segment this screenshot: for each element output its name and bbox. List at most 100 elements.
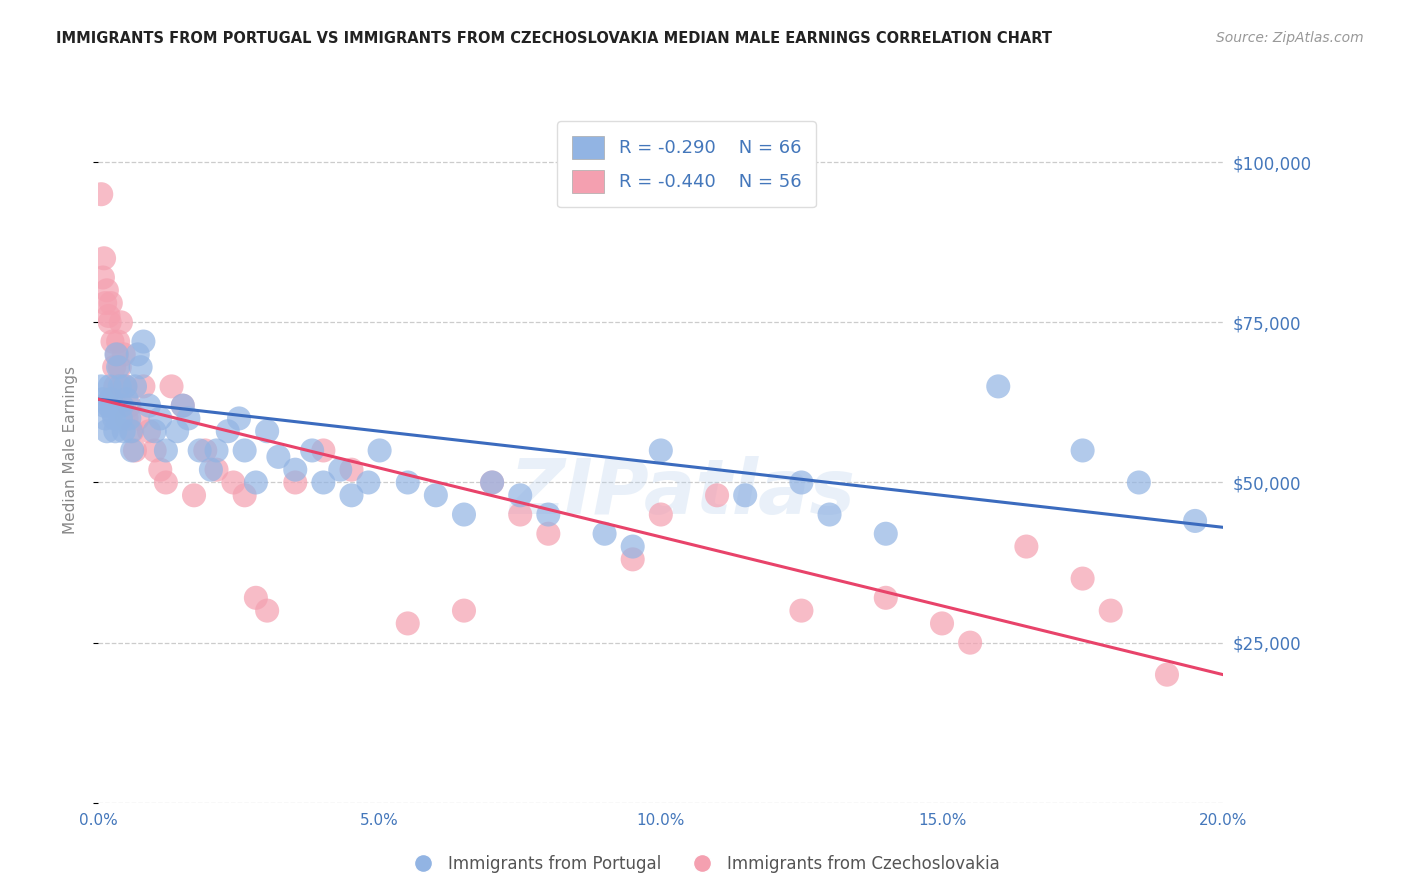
- Point: [98, 379, 121, 393]
- Point: [593, 526, 616, 541]
- Point: [959, 635, 981, 649]
- Text: IMMIGRANTS FROM PORTUGAL VS IMMIGRANTS FROM CZECHOSLOVAKIA MEDIAN MALE EARNINGS : IMMIGRANTS FROM PORTUGAL VS IMMIGRANTS F…: [56, 31, 1052, 46]
- Point: [200, 463, 222, 477]
- Point: [132, 379, 155, 393]
- Point: [166, 424, 188, 438]
- Point: [100, 296, 122, 310]
- Point: [172, 399, 194, 413]
- Point: [103, 360, 125, 375]
- Point: [90, 379, 112, 393]
- Point: [97, 309, 120, 323]
- Point: [245, 591, 267, 605]
- Point: [453, 508, 475, 522]
- Point: [1071, 572, 1094, 586]
- Point: [790, 604, 813, 618]
- Point: [875, 591, 897, 605]
- Point: [114, 379, 136, 393]
- Point: [105, 347, 128, 361]
- Point: [110, 315, 132, 329]
- Point: [537, 526, 560, 541]
- Point: [93, 399, 115, 413]
- Point: [284, 463, 307, 477]
- Point: [481, 475, 503, 490]
- Point: [1184, 514, 1206, 528]
- Point: [107, 360, 129, 375]
- Point: [94, 411, 117, 425]
- Point: [96, 283, 118, 297]
- Point: [127, 347, 149, 361]
- Legend: Immigrants from Portugal, Immigrants from Czechoslovakia: Immigrants from Portugal, Immigrants fro…: [399, 848, 1007, 880]
- Point: [233, 488, 256, 502]
- Point: [177, 411, 200, 425]
- Point: [107, 334, 129, 349]
- Point: [149, 411, 172, 425]
- Point: [537, 508, 560, 522]
- Point: [121, 424, 143, 438]
- Point: [132, 334, 155, 349]
- Point: [650, 443, 672, 458]
- Point: [138, 424, 160, 438]
- Point: [138, 399, 160, 413]
- Point: [110, 411, 132, 425]
- Point: [108, 360, 131, 375]
- Y-axis label: Median Male Earnings: Median Male Earnings: [63, 367, 77, 534]
- Point: [97, 399, 120, 413]
- Legend: R = -0.290    N = 66, R = -0.440    N = 56: R = -0.290 N = 66, R = -0.440 N = 56: [557, 121, 815, 207]
- Point: [1015, 540, 1038, 554]
- Point: [481, 475, 503, 490]
- Point: [90, 187, 112, 202]
- Point: [160, 379, 183, 393]
- Point: [1128, 475, 1150, 490]
- Point: [115, 392, 138, 407]
- Point: [368, 443, 391, 458]
- Point: [312, 443, 335, 458]
- Point: [621, 540, 644, 554]
- Point: [312, 475, 335, 490]
- Point: [734, 488, 756, 502]
- Point: [222, 475, 245, 490]
- Point: [267, 450, 290, 464]
- Point: [205, 463, 228, 477]
- Point: [818, 508, 841, 522]
- Point: [108, 379, 131, 393]
- Point: [172, 399, 194, 413]
- Point: [118, 399, 141, 413]
- Point: [1099, 604, 1122, 618]
- Point: [245, 475, 267, 490]
- Point: [114, 379, 136, 393]
- Point: [1156, 667, 1178, 681]
- Point: [233, 443, 256, 458]
- Point: [91, 270, 114, 285]
- Point: [875, 526, 897, 541]
- Point: [155, 443, 177, 458]
- Point: [396, 616, 419, 631]
- Point: [104, 379, 127, 393]
- Point: [101, 334, 124, 349]
- Point: [509, 508, 531, 522]
- Point: [357, 475, 380, 490]
- Point: [149, 463, 172, 477]
- Point: [329, 463, 352, 477]
- Point: [453, 604, 475, 618]
- Point: [155, 475, 177, 490]
- Point: [217, 424, 239, 438]
- Point: [425, 488, 447, 502]
- Point: [256, 604, 278, 618]
- Point: [111, 399, 134, 413]
- Point: [104, 424, 127, 438]
- Point: [143, 443, 166, 458]
- Point: [115, 411, 138, 425]
- Point: [121, 443, 143, 458]
- Point: [112, 424, 135, 438]
- Point: [931, 616, 953, 631]
- Point: [183, 488, 205, 502]
- Point: [112, 347, 135, 361]
- Point: [103, 411, 125, 425]
- Point: [100, 392, 122, 407]
- Point: [650, 508, 672, 522]
- Point: [120, 424, 142, 438]
- Point: [101, 405, 124, 419]
- Point: [987, 379, 1010, 393]
- Point: [340, 463, 363, 477]
- Point: [205, 443, 228, 458]
